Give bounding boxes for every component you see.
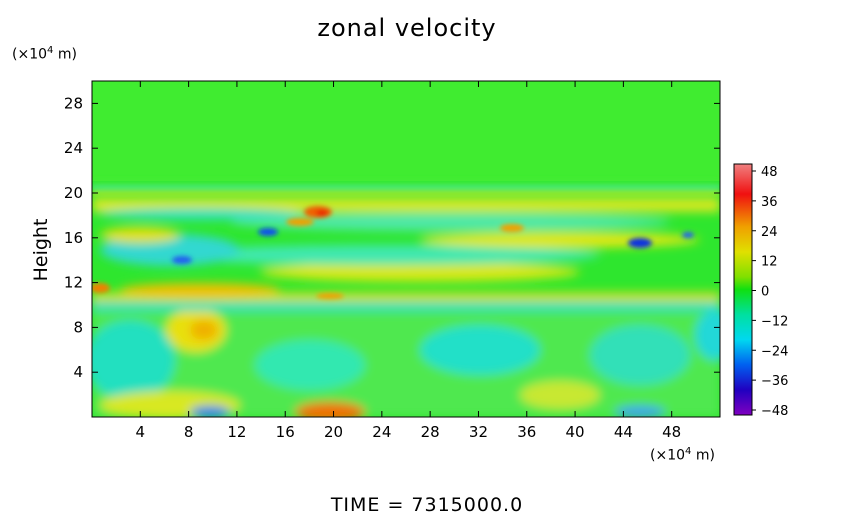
orange-spot-11km-b [316, 293, 344, 299]
colorbar-tick-label: 48 [761, 165, 778, 180]
colorbar-tick-label: −24 [761, 344, 788, 359]
cyan-patch-44 [590, 325, 690, 385]
blue-blob-bottom [190, 406, 230, 417]
heatmap-field [92, 81, 720, 417]
colorbar-ticks: 48 36 24 12 0 −12 −24 −36 −48 [752, 165, 788, 419]
blue-spot-44km-b [682, 232, 694, 238]
y-tick-label: 28 [64, 94, 83, 112]
x-tick-label: 28 [421, 423, 440, 441]
y-tick-label: 4 [73, 363, 83, 381]
colorbar-tick-label: −36 [761, 374, 788, 389]
colorbar-tick-label: −12 [761, 314, 788, 329]
x-axis-ticks: 4 8 12 16 20 24 28 32 36 40 44 48 [136, 81, 681, 441]
cyan-band-11km [92, 302, 720, 311]
red-core-16-17km [316, 210, 328, 216]
time-label: TIME = 7315000.0 [330, 494, 524, 516]
y-tick-label: 8 [73, 318, 83, 336]
cyan-patch-center [255, 340, 365, 390]
x-tick-label: 12 [227, 423, 246, 441]
warm-blob-core [190, 320, 218, 340]
y-axis-unit: (×104 m) [12, 45, 77, 63]
x-tick-label: 32 [469, 423, 488, 441]
cyan-band-13km [160, 245, 600, 265]
x-axis-unit: (×104 m) [650, 446, 715, 464]
blue-blob-bottom-right [615, 406, 665, 417]
orange-band-11km [120, 283, 280, 297]
y-axis-ticks: 4 8 12 16 20 24 28 [64, 94, 720, 381]
x-tick-label: 40 [566, 423, 585, 441]
x-tick-label: 48 [662, 423, 681, 441]
green-band-20km [92, 185, 720, 193]
x-tick-label: 8 [184, 423, 194, 441]
x-tick-label: 16 [276, 423, 295, 441]
y-tick-label: 12 [64, 274, 83, 292]
x-tick-label: 4 [136, 423, 146, 441]
cyan-patch-left [92, 320, 175, 400]
blue-spot-44km [628, 238, 652, 248]
colorbar-tick-label: 24 [761, 225, 778, 240]
x-tick-label: 24 [372, 423, 391, 441]
cyan-patch-right [695, 310, 720, 360]
orange-streak-17km [286, 218, 314, 226]
colorbar-tick-label: 12 [761, 255, 778, 270]
yellow-band-15km [420, 232, 700, 248]
y-tick-label: 20 [64, 184, 83, 202]
chart-title: zonal velocity [317, 14, 497, 42]
x-tick-label: 36 [517, 423, 536, 441]
cyan-patch-32 [420, 325, 540, 375]
y-tick-label: 24 [64, 139, 83, 157]
colorbar-tick-label: −48 [761, 404, 788, 419]
plot-frame [91, 80, 721, 418]
yellow-band-left-15km [100, 227, 180, 243]
x-tick-label: 44 [614, 423, 633, 441]
orange-spot-36km [500, 224, 524, 232]
orange-spot-11km [92, 283, 110, 293]
x-tick-label: 20 [324, 423, 343, 441]
y-tick-label: 16 [64, 229, 83, 247]
colorbar-tick-label: 0 [761, 285, 769, 300]
blue-spot-14km [172, 256, 192, 264]
yellow-band-12km [260, 262, 580, 282]
orange-blob-bottom [295, 402, 365, 417]
cyan-band-17km [230, 213, 670, 231]
colorbar [733, 163, 753, 416]
yellow-blob-36 [520, 381, 600, 409]
colorbar-tick-label: 36 [761, 195, 778, 210]
y-axis-label: Height [30, 219, 52, 282]
cyan-band-18km [100, 208, 300, 220]
yellow-band-19km [92, 198, 720, 212]
upper-layer [92, 81, 720, 181]
blue-spot-16km [258, 228, 278, 236]
